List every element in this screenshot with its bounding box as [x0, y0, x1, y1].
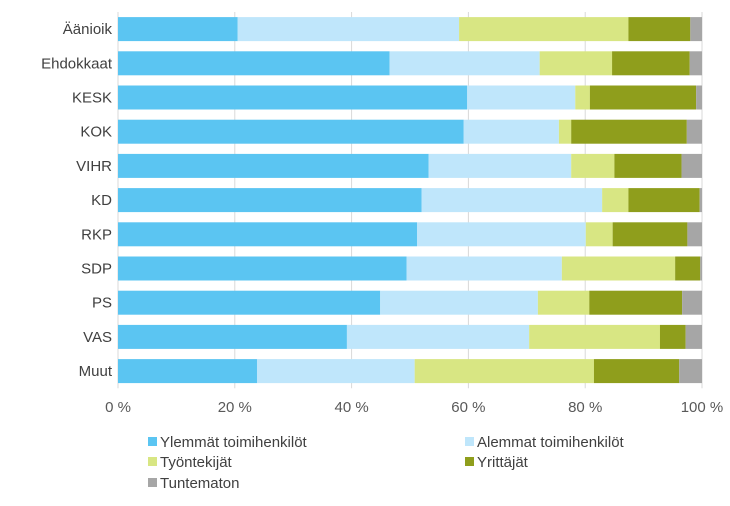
- bar-yrittajat-rkp: [612, 222, 688, 247]
- bar-ylemmat-toimihenkilot-kok: [118, 119, 464, 144]
- bar-ylemmat-toimihenkilot-vihr: [118, 153, 429, 178]
- bar-tyontekijat-ps: [537, 290, 590, 315]
- bar-tuntematon-kd: [699, 188, 702, 213]
- bar-alemmat-toimihenkilot-kok: [463, 119, 559, 144]
- bar-yrittajat-muut: [593, 359, 680, 384]
- bar-ylemmat-toimihenkilot-vas: [118, 324, 347, 349]
- bar-alemmat-toimihenkilot-rkp: [417, 222, 586, 247]
- category-label: VAS: [83, 329, 112, 346]
- bar-alemmat-toimihenkilot-muut: [256, 359, 415, 384]
- bar-alemmat-toimihenkilot-ps: [380, 290, 538, 315]
- bar-yrittajat-sdp: [675, 256, 701, 281]
- x-tick-label: 80 %: [568, 399, 602, 416]
- x-tick-labels: 0 % 20 % 40 % 60 % 80 % 100 %: [105, 399, 723, 416]
- bar-yrittajat-kesk: [589, 85, 697, 110]
- category-label: VIHR: [76, 158, 112, 175]
- legend-label-tyontekijat: Työntekijät: [160, 454, 233, 471]
- legend-swatch-tuntematon: [148, 478, 157, 487]
- bar-yrittajat-ps: [589, 290, 683, 315]
- bar-tuntematon-aanioik: [690, 17, 702, 42]
- bar-tuntematon-kesk: [696, 85, 702, 110]
- bar-tyontekijat-kesk: [575, 85, 590, 110]
- bar-tyontekijat-kok: [558, 119, 572, 144]
- category-label: SDP: [81, 261, 112, 278]
- bar-alemmat-toimihenkilot-aanioik: [237, 17, 460, 42]
- bar-tuntematon-muut: [679, 359, 702, 384]
- x-tick-label: 0 %: [105, 399, 131, 416]
- bar-tuntematon-rkp: [687, 222, 702, 247]
- bar-tyontekijat-sdp: [561, 256, 676, 281]
- bar-tuntematon-vihr: [681, 153, 702, 178]
- bar-tuntematon-ehdokkaat: [689, 51, 702, 76]
- bar-alemmat-toimihenkilot-kesk: [467, 85, 576, 110]
- bar-ylemmat-toimihenkilot-muut: [118, 359, 257, 384]
- bar-tuntematon-ps: [682, 290, 702, 315]
- category-label: PS: [92, 295, 112, 312]
- bar-tyontekijat-rkp: [585, 222, 613, 247]
- bar-ylemmat-toimihenkilot-ehdokkaat: [118, 51, 390, 76]
- bar-alemmat-toimihenkilot-vas: [346, 324, 530, 349]
- category-label: RKP: [81, 226, 112, 243]
- legend-swatch-alemmat-toimihenkilot: [465, 437, 474, 446]
- bar-tyontekijat-ehdokkaat: [539, 51, 613, 76]
- legend-label-yrittajat: Yrittäjät: [477, 454, 529, 471]
- bar-tuntematon-kok: [686, 119, 702, 144]
- bar-tyontekijat-kd: [602, 188, 629, 213]
- category-labels: Äänioik Ehdokkaat KESK KOK VIHR KD RKP SDP PS VAS…: [41, 21, 113, 380]
- bar-yrittajat-vas: [659, 324, 686, 349]
- bar-tyontekijat-vas: [529, 324, 660, 349]
- bar-tyontekijat-aanioik: [459, 17, 629, 42]
- bar-tuntematon-sdp: [700, 256, 702, 281]
- legend-label-ylemmat-toimihenkilot: Ylemmät toimihenkilöt: [160, 434, 308, 451]
- category-label: Ehdokkaat: [41, 55, 113, 72]
- bar-yrittajat-ehdokkaat: [612, 51, 690, 76]
- legend: Ylemmät toimihenkilöt Alemmat toimihenkil…: [148, 434, 625, 492]
- x-tick-label: 20 %: [218, 399, 252, 416]
- category-label: KOK: [80, 124, 112, 141]
- bar-ylemmat-toimihenkilot-kd: [118, 188, 422, 213]
- bar-tyontekijat-vihr: [571, 153, 615, 178]
- legend-swatch-yrittajat: [465, 457, 474, 466]
- category-label: Äänioik: [63, 21, 113, 38]
- bar-tuntematon-vas: [685, 324, 702, 349]
- bar-yrittajat-aanioik: [628, 17, 691, 42]
- bar-ylemmat-toimihenkilot-aanioik: [118, 17, 238, 42]
- bar-ylemmat-toimihenkilot-rkp: [118, 222, 418, 247]
- bars: [118, 17, 702, 384]
- bar-ylemmat-toimihenkilot-sdp: [118, 256, 407, 281]
- bar-yrittajat-kok: [571, 119, 687, 144]
- x-tick-label: 40 %: [334, 399, 368, 416]
- x-tick-label: 60 %: [451, 399, 485, 416]
- bar-alemmat-toimihenkilot-sdp: [406, 256, 562, 281]
- bar-alemmat-toimihenkilot-kd: [421, 188, 603, 213]
- bar-ylemmat-toimihenkilot-kesk: [118, 85, 468, 110]
- bar-ylemmat-toimihenkilot-ps: [118, 290, 381, 315]
- legend-swatch-tyontekijat: [148, 457, 157, 466]
- category-label: KD: [91, 192, 112, 209]
- category-label: KESK: [72, 90, 112, 107]
- bar-alemmat-toimihenkilot-ehdokkaat: [389, 51, 540, 76]
- category-label: Muut: [79, 363, 113, 380]
- x-tick-label: 100 %: [681, 399, 724, 416]
- legend-label-alemmat-toimihenkilot: Alemmat toimihenkilöt: [477, 434, 625, 451]
- bar-yrittajat-kd: [628, 188, 700, 213]
- bar-yrittajat-vihr: [614, 153, 682, 178]
- bar-tyontekijat-muut: [414, 359, 594, 384]
- legend-label-tuntematon: Tuntematon: [160, 475, 240, 492]
- legend-swatch-ylemmat-toimihenkilot: [148, 437, 157, 446]
- bar-alemmat-toimihenkilot-vihr: [428, 153, 572, 178]
